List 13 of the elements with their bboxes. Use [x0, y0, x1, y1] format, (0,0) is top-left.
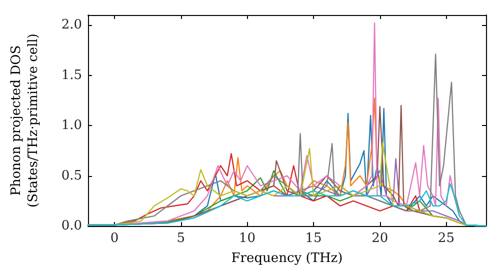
x-tick-label: 0	[110, 231, 119, 246]
y-tick-label: 2.0	[61, 18, 82, 33]
y-axis-title: Phonon projected DOS (States/THz·primitive cell)	[9, 33, 41, 208]
y-tick-label: 0.0	[61, 218, 82, 234]
y-tick-label: 1.0	[61, 118, 82, 134]
y-tick-label: 0.5	[61, 168, 82, 184]
x-axis-title: Frequency (THz)	[231, 250, 343, 266]
y-tick-label: 1.5	[61, 68, 82, 83]
x-tick-label: 5	[176, 231, 186, 246]
x-tick-label: 20	[372, 231, 388, 246]
x-tick-label: 10	[238, 231, 256, 246]
x-tick-label: 25	[438, 231, 454, 246]
x-tick-label: 15	[305, 231, 322, 246]
